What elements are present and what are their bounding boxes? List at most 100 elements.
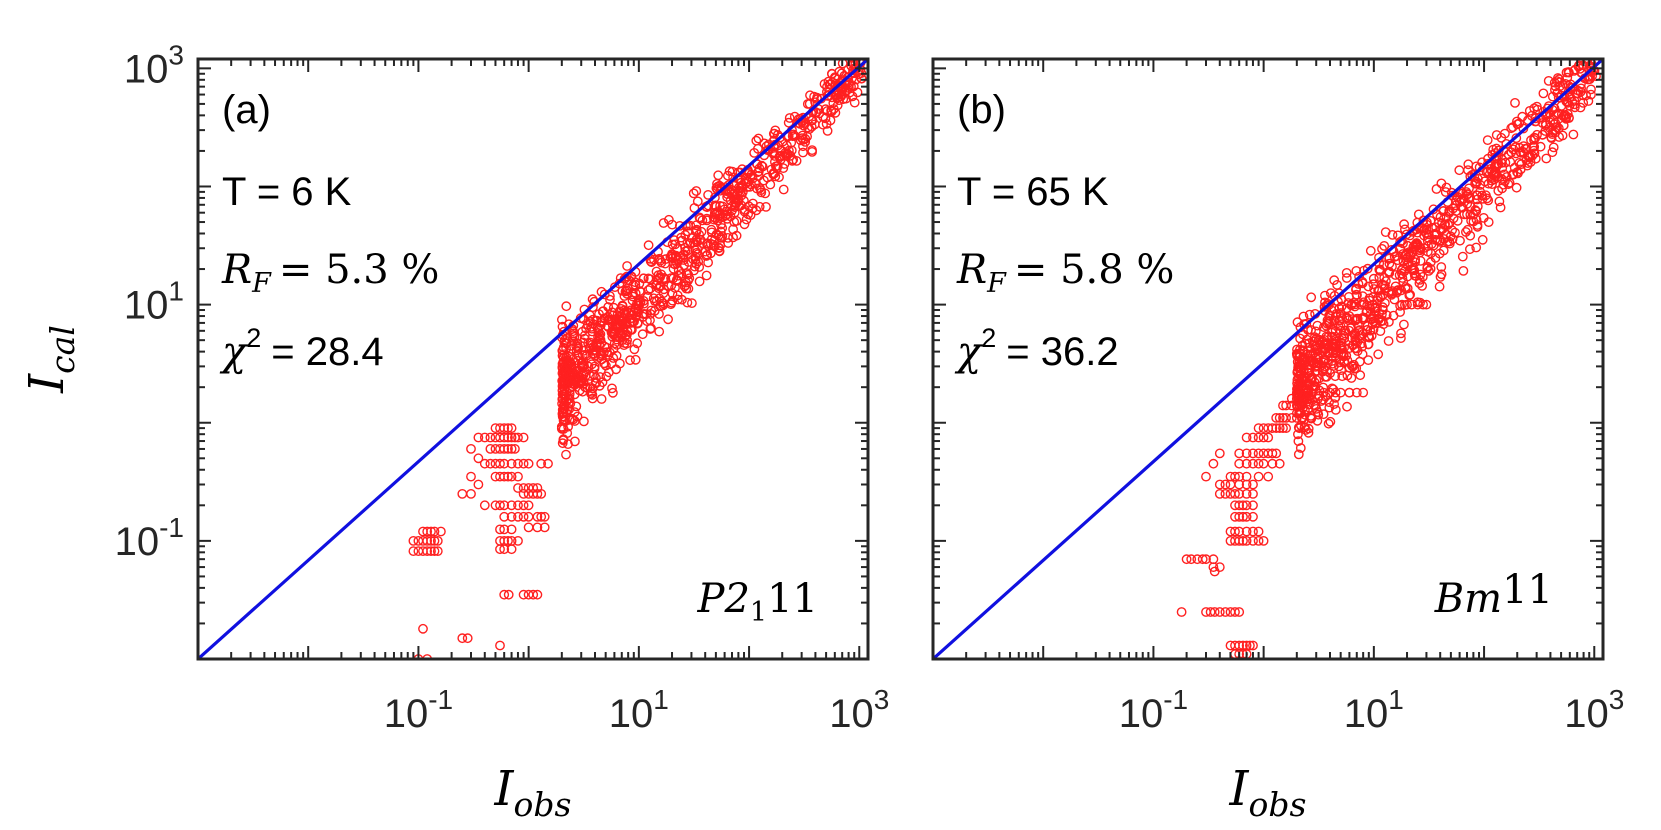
data-point	[638, 273, 649, 284]
data-point	[1197, 554, 1208, 565]
data-point	[560, 392, 570, 403]
data-point	[1214, 488, 1225, 499]
data-point	[1561, 96, 1572, 107]
data-point	[1176, 607, 1187, 617]
data-point	[1482, 193, 1492, 204]
data-point	[784, 113, 795, 123]
data-point	[1461, 227, 1471, 237]
data-point	[1435, 271, 1446, 282]
data-point	[682, 268, 693, 279]
data-point	[557, 438, 568, 449]
data-point	[1404, 290, 1415, 301]
data-point	[717, 223, 728, 233]
data-point	[1473, 173, 1483, 184]
data-point	[1253, 536, 1264, 546]
data-point	[729, 207, 740, 218]
data-point	[1357, 291, 1368, 301]
data-point	[1342, 370, 1353, 381]
space-group-a: P2111	[697, 576, 818, 628]
data-point	[806, 121, 817, 132]
data-point	[557, 363, 568, 374]
data-point	[1245, 640, 1255, 651]
data-point	[518, 500, 529, 511]
x-axis-main-a: I	[494, 761, 515, 817]
data-point	[1220, 479, 1231, 490]
data-point	[694, 262, 705, 272]
data-point	[495, 500, 505, 511]
data-point	[753, 170, 764, 181]
data-point	[1458, 265, 1469, 276]
data-point	[772, 160, 783, 171]
data-point	[1455, 235, 1465, 246]
data-point	[557, 314, 567, 325]
data-point	[1248, 432, 1258, 443]
data-point	[518, 488, 529, 499]
data-point	[1373, 349, 1384, 360]
y-axis-label-a: Ical	[19, 325, 82, 394]
data-point	[599, 289, 610, 300]
data-point	[700, 246, 711, 257]
data-point	[1368, 279, 1379, 290]
data-point	[1565, 82, 1576, 93]
data-point	[1347, 314, 1358, 324]
data-point	[791, 155, 802, 166]
data-point	[1241, 471, 1252, 482]
data-point	[1281, 400, 1292, 411]
data-point	[499, 524, 510, 535]
data-point	[663, 281, 674, 291]
data-point	[1590, 48, 1598, 56]
data-point	[695, 234, 705, 245]
data-point	[565, 376, 576, 387]
rf-symbol-a: R	[221, 247, 252, 293]
data-point	[1267, 448, 1278, 459]
data-point	[1205, 607, 1216, 617]
data-point	[1444, 206, 1455, 217]
data-point	[706, 227, 717, 238]
data-point	[510, 443, 520, 454]
data-point	[727, 166, 738, 177]
data-point	[1396, 328, 1406, 339]
data-point	[848, 46, 856, 54]
data-point	[589, 361, 600, 372]
data-point	[1344, 387, 1355, 398]
data-point	[1399, 319, 1409, 330]
data-point	[1568, 129, 1579, 140]
data-point	[1387, 229, 1398, 240]
reference-line-b	[933, 59, 1603, 659]
panel-label-a: (a)	[222, 88, 271, 132]
data-point	[1400, 300, 1410, 310]
data-point	[1234, 448, 1245, 459]
data-point	[485, 458, 496, 469]
data-point	[1214, 607, 1225, 617]
data-point	[1334, 316, 1344, 326]
data-point	[1553, 73, 1563, 83]
data-point	[561, 301, 572, 312]
data-point	[1253, 448, 1264, 459]
data-point	[1318, 409, 1329, 420]
data-point	[518, 432, 529, 443]
data-point	[539, 511, 550, 522]
data-point	[667, 219, 678, 230]
data-point	[679, 281, 690, 292]
data-point	[564, 357, 575, 367]
x-tick-label: 103	[1564, 684, 1624, 736]
data-point	[1298, 311, 1309, 322]
data-point	[1567, 96, 1578, 107]
data-point	[523, 458, 534, 469]
data-point	[1234, 488, 1245, 499]
data-point	[418, 623, 428, 634]
data-point	[807, 115, 818, 126]
data-point	[820, 113, 831, 124]
data-point	[485, 443, 496, 454]
data-point	[1325, 288, 1336, 298]
data-point	[429, 526, 440, 537]
data-point	[1564, 113, 1574, 124]
data-point	[1241, 458, 1252, 469]
data-point	[1241, 526, 1252, 537]
data-point	[466, 443, 476, 454]
data-point	[1414, 278, 1425, 288]
data-point	[1524, 106, 1535, 116]
data-point	[1297, 340, 1308, 351]
data-point	[1274, 458, 1285, 469]
data-point	[1201, 554, 1211, 565]
